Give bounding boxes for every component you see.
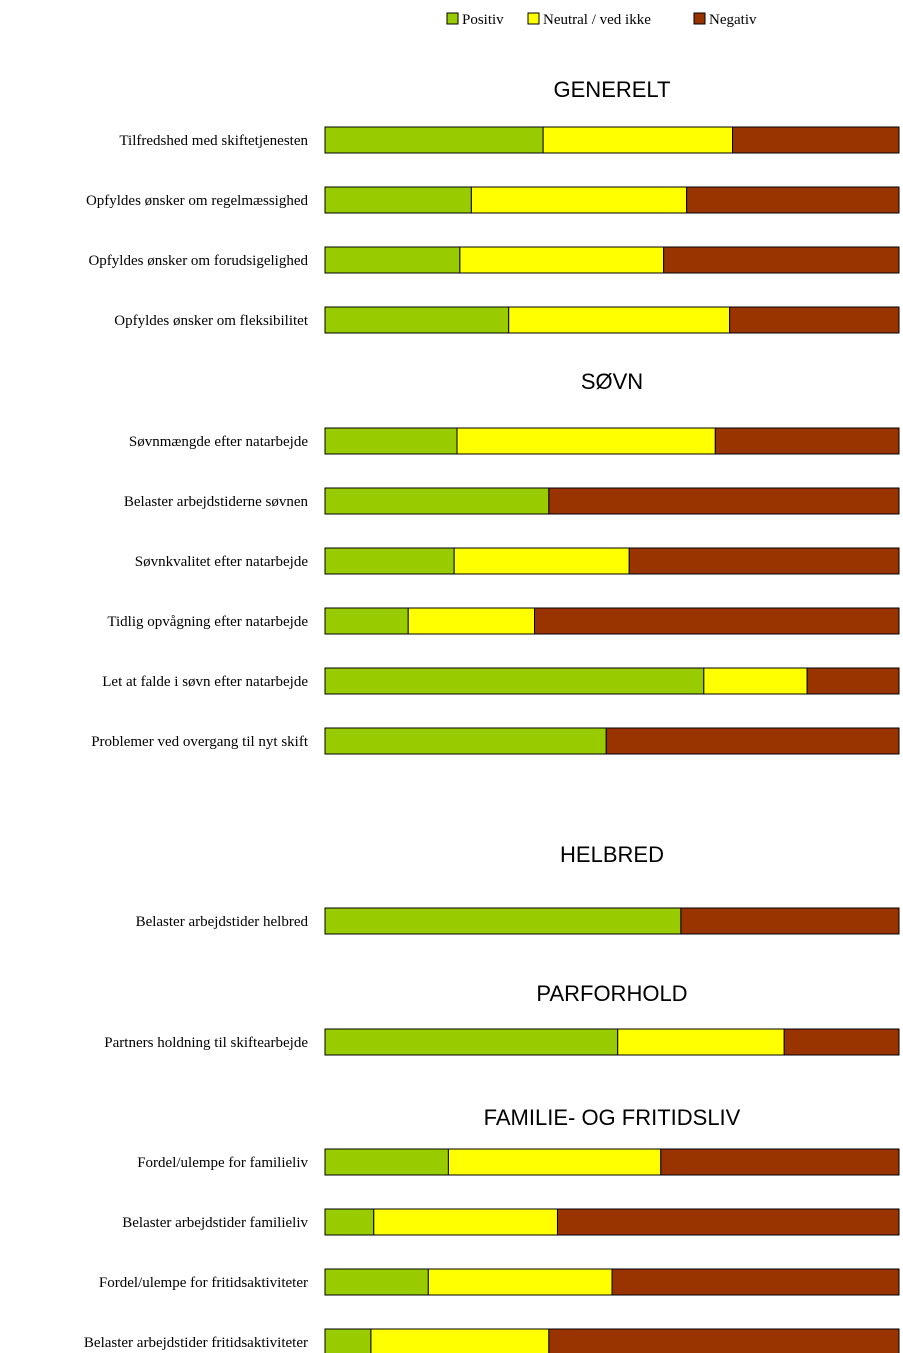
row-label: Opfyldes ønsker om fleksibilitet: [114, 313, 309, 329]
legend-swatch-negativ: [693, 12, 706, 25]
bar-row-let-at-falde-i-sovn-efter-natarbejde: Let at falde i søvn efter natarbejde: [102, 667, 900, 695]
row-label: Tidlig opvågning efter natarbejde: [107, 614, 308, 630]
bar-row-sovnkvalitet-efter-natarbejde: Søvnkvalitet efter natarbejde: [135, 547, 900, 575]
section-title: HELBRED: [560, 842, 664, 867]
bar-segment-negativ: [680, 907, 900, 935]
bar-segment-negativ: [732, 126, 900, 154]
bar-segment-neutral-ved-ikke: [508, 306, 731, 334]
bar-segment-negativ: [806, 667, 900, 695]
chart-sections: GENERELT Tilfredshed med skiftetjenesten O…: [84, 77, 900, 1353]
section-generelt: GENERELT Tilfredshed med skiftetjenesten O…: [86, 77, 900, 334]
bar-row-partners-holdning-til-skiftearbejde: Partners holdning til skiftearbejde: [104, 1028, 900, 1056]
legend-swatch-neutral-ved-ikke: [527, 12, 540, 25]
section-helbred: HELBRED Belaster arbejdstider helbred: [136, 842, 900, 935]
bar-segment-neutral-ved-ikke: [470, 186, 688, 214]
bar-row-belaster-arbejdstider-familieliv: Belaster arbejdstider familieliv: [122, 1208, 900, 1236]
bar-row-opfyldes-onsker-om-forudsigelighed: Opfyldes ønsker om forudsigelighed: [88, 246, 900, 274]
section-title: FAMILIE- OG FRITIDSLIV: [484, 1105, 741, 1130]
bar-segment-neutral-ved-ikke: [427, 1268, 613, 1296]
row-label: Tilfredshed med skiftetjenesten: [119, 133, 308, 149]
bar-segment-neutral-ved-ikke: [447, 1148, 662, 1176]
legend-label-positiv: Positiv: [462, 12, 504, 28]
bar-row-problemer-ved-overgang-til-nyt-skift: Problemer ved overgang til nyt skift: [91, 727, 900, 755]
bar-segment-negativ: [663, 246, 900, 274]
bar-segment-positiv: [324, 547, 455, 575]
row-label: Fordel/ulempe for fritidsaktiviteter: [99, 1275, 308, 1291]
bar-segment-negativ: [605, 727, 900, 755]
section-title: SØVN: [581, 369, 643, 394]
section-title: GENERELT: [554, 77, 671, 102]
bar-row-tilfredshed-med-skiftetjenesten: Tilfredshed med skiftetjenesten: [119, 126, 900, 154]
bar-segment-negativ: [611, 1268, 900, 1296]
bar-segment-negativ: [729, 306, 900, 334]
bar-segment-negativ: [548, 487, 900, 515]
bar-segment-neutral-ved-ikke: [370, 1328, 550, 1353]
bar-segment-positiv: [324, 607, 409, 635]
bar-segment-positiv: [324, 1148, 449, 1176]
bar-segment-negativ: [534, 607, 900, 635]
bar-segment-neutral-ved-ikke: [456, 427, 716, 455]
bar-segment-negativ: [556, 1208, 900, 1236]
row-label: Søvnmængde efter natarbejde: [129, 434, 308, 450]
bar-segment-neutral-ved-ikke: [373, 1208, 558, 1236]
bar-segment-neutral-ved-ikke: [617, 1028, 785, 1056]
row-label: Belaster arbejdstider fritidsaktiviteter: [84, 1335, 308, 1351]
legend: Positiv Neutral / ved ikke Negativ: [446, 12, 757, 28]
bar-segment-neutral-ved-ikke: [459, 246, 665, 274]
bar-segment-negativ: [714, 427, 900, 455]
row-label: Belaster arbejdstiderne søvnen: [124, 494, 309, 510]
bar-segment-positiv: [324, 487, 550, 515]
legend-label-negativ: Negativ: [709, 12, 757, 28]
row-label: Partners holdning til skiftearbejde: [104, 1035, 308, 1051]
bar-row-belaster-arbejdstider-helbred: Belaster arbejdstider helbred: [136, 907, 900, 935]
bar-segment-negativ: [783, 1028, 900, 1056]
bar-segment-neutral-ved-ikke: [542, 126, 734, 154]
bar-row-sovnmaengde-efter-natarbejde: Søvnmængde efter natarbejde: [129, 427, 900, 455]
bar-row-fordel-ulempe-for-familieliv: Fordel/ulempe for familieliv: [137, 1148, 900, 1176]
section-familie-og-fritidsliv: FAMILIE- OG FRITIDSLIV Fordel/ulempe for …: [84, 1105, 900, 1353]
bar-segment-positiv: [324, 246, 461, 274]
bar-segment-positiv: [324, 1328, 372, 1353]
bar-segment-positiv: [324, 306, 510, 334]
bar-row-belaster-arbejdstiderne-sovnen: Belaster arbejdstiderne søvnen: [124, 487, 900, 515]
bar-segment-neutral-ved-ikke: [407, 607, 536, 635]
row-label: Fordel/ulempe for familieliv: [137, 1155, 308, 1171]
section-title: PARFORHOLD: [536, 981, 687, 1006]
bar-segment-negativ: [660, 1148, 900, 1176]
bar-segment-negativ: [548, 1328, 900, 1353]
bar-segment-positiv: [324, 1028, 619, 1056]
row-label: Belaster arbejdstider familieliv: [122, 1215, 308, 1231]
row-label: Let at falde i søvn efter natarbejde: [102, 674, 308, 690]
legend-label-neutral-ved-ikke: Neutral / ved ikke: [543, 12, 651, 28]
bar-segment-positiv: [324, 907, 682, 935]
bar-segment-negativ: [686, 186, 900, 214]
bar-segment-neutral-ved-ikke: [453, 547, 630, 575]
bar-segment-positiv: [324, 1268, 429, 1296]
bar-segment-neutral-ved-ikke: [703, 667, 808, 695]
bar-row-opfyldes-onsker-om-fleksibilitet: Opfyldes ønsker om fleksibilitet: [114, 306, 900, 334]
bar-segment-positiv: [324, 427, 458, 455]
bar-row-opfyldes-onsker-om-regelmaessighed: Opfyldes ønsker om regelmæssighed: [86, 186, 900, 214]
row-label: Søvnkvalitet efter natarbejde: [135, 554, 309, 570]
row-label: Opfyldes ønsker om regelmæssighed: [86, 193, 309, 209]
legend-swatch-positiv: [446, 12, 459, 25]
bar-segment-negativ: [628, 547, 900, 575]
row-label: Opfyldes ønsker om forudsigelighed: [88, 253, 308, 269]
bar-row-tidlig-opvagning-efter-natarbejde: Tidlig opvågning efter natarbejde: [107, 607, 900, 635]
bar-row-fordel-ulempe-for-fritidsaktiviteter: Fordel/ulempe for fritidsaktiviteter: [99, 1268, 900, 1296]
row-label: Belaster arbejdstider helbred: [136, 914, 309, 930]
bar-row-belaster-arbejdstider-fritidsaktiviteter: Belaster arbejdstider fritidsaktiviteter: [84, 1328, 900, 1353]
bar-segment-positiv: [324, 667, 705, 695]
bar-segment-positiv: [324, 186, 472, 214]
bar-segment-positiv: [324, 727, 607, 755]
bar-segment-positiv: [324, 1208, 375, 1236]
bar-segment-positiv: [324, 126, 544, 154]
section-parforhold: PARFORHOLD Partners holdning til skiftear…: [104, 981, 900, 1056]
row-label: Problemer ved overgang til nyt skift: [91, 734, 309, 750]
section-sovn: SØVN Søvnmængde efter natarbejde Belaster …: [91, 369, 900, 755]
